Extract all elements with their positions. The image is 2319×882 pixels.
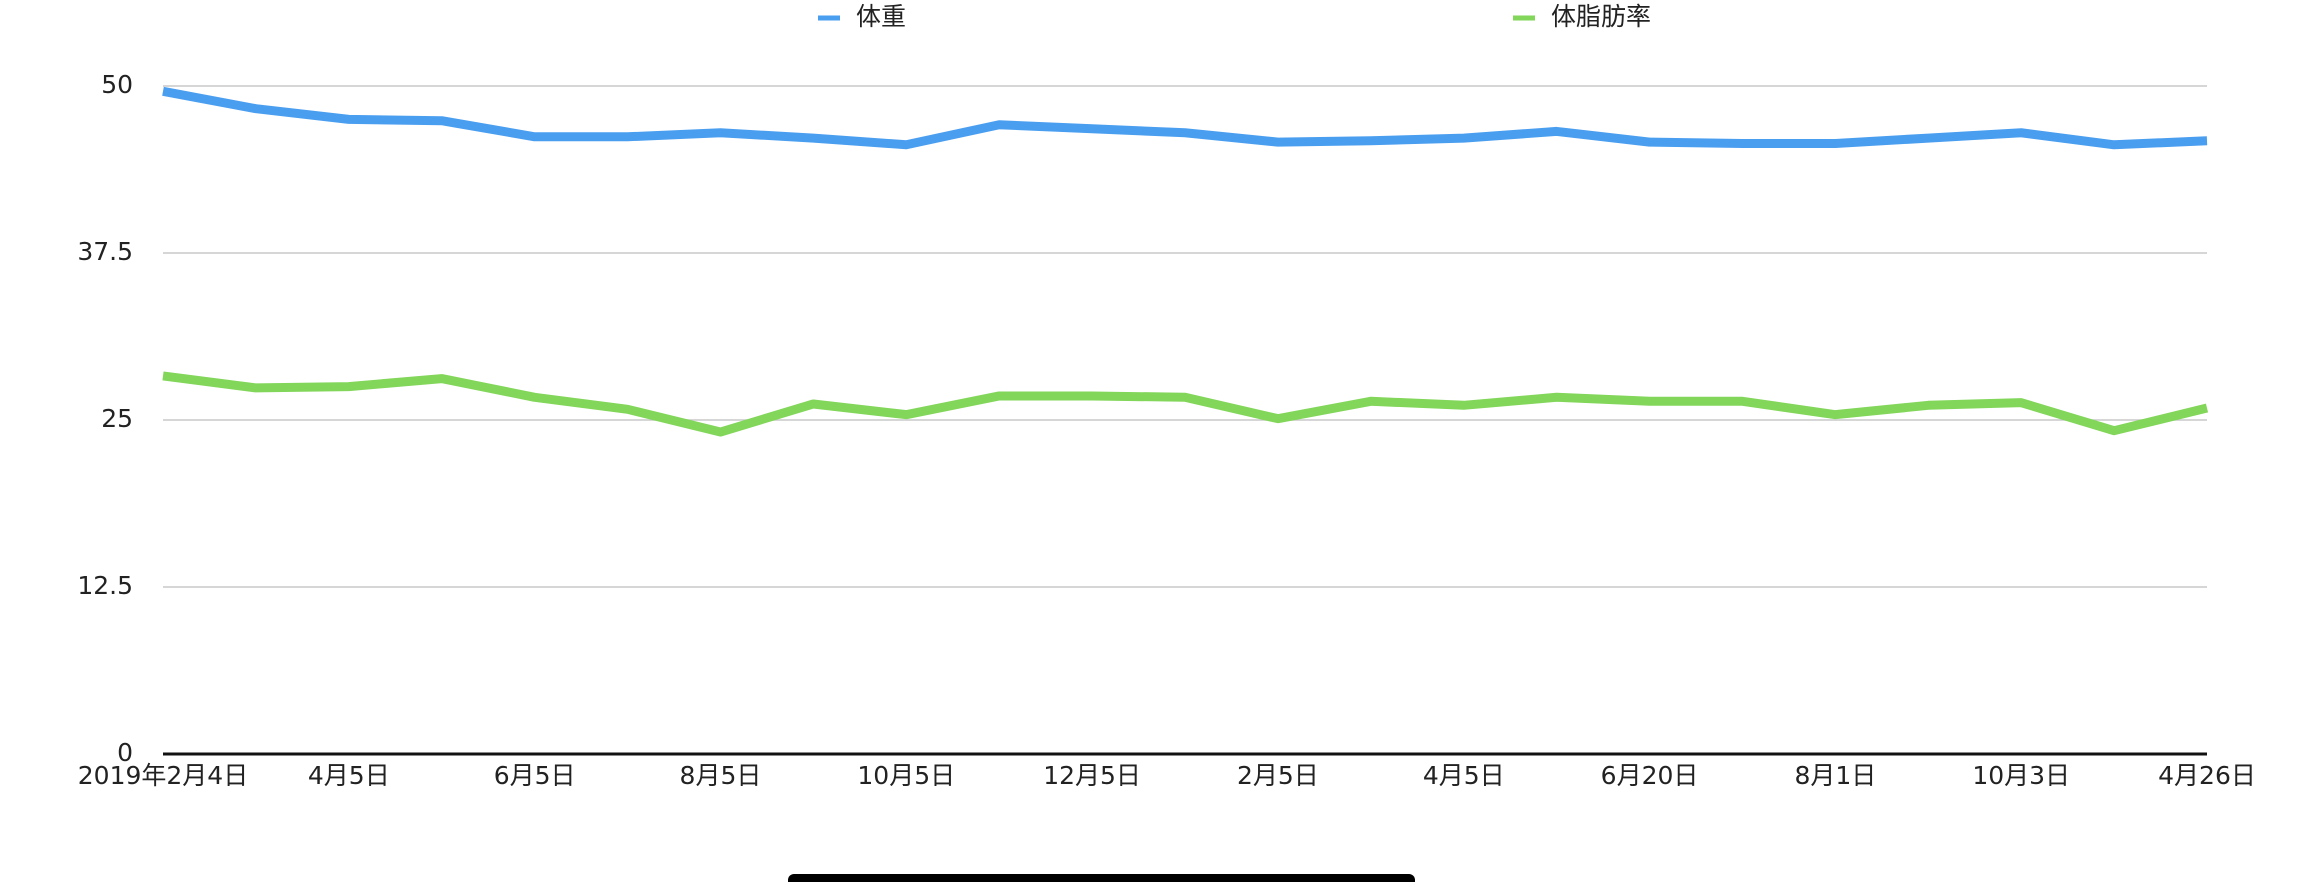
x-tick-label: 2019年2月4日 <box>78 761 248 790</box>
home-indicator <box>788 874 1415 882</box>
y-tick-label: 25 <box>101 404 133 433</box>
x-tick-label: 8月5日 <box>680 761 762 790</box>
legend-label: 体重 <box>856 2 906 31</box>
x-tick-label: 6月5日 <box>494 761 576 790</box>
x-tick-label: 2月5日 <box>1237 761 1319 790</box>
x-tick-label: 12月5日 <box>1043 761 1141 790</box>
y-tick-label: 37.5 <box>77 237 133 266</box>
y-tick-label: 12.5 <box>77 571 133 600</box>
data-line <box>162 86 2208 150</box>
x-tick-label: 6月20日 <box>1601 761 1699 790</box>
x-tick-label: 10月5日 <box>857 761 955 790</box>
x-tick-label: 4月26日 <box>2158 761 2256 790</box>
y-tick-label: 50 <box>101 70 133 99</box>
x-tick-label: 4月5日 <box>1423 761 1505 790</box>
y-tick-label: 0 <box>117 738 133 767</box>
data-line <box>162 371 2209 437</box>
x-tick-label: 4月5日 <box>308 761 390 790</box>
x-tick-label: 8月1日 <box>1794 761 1876 790</box>
x-tick-label: 10月3日 <box>1972 761 2070 790</box>
legend-label: 体脂肪率 <box>1551 2 1651 31</box>
